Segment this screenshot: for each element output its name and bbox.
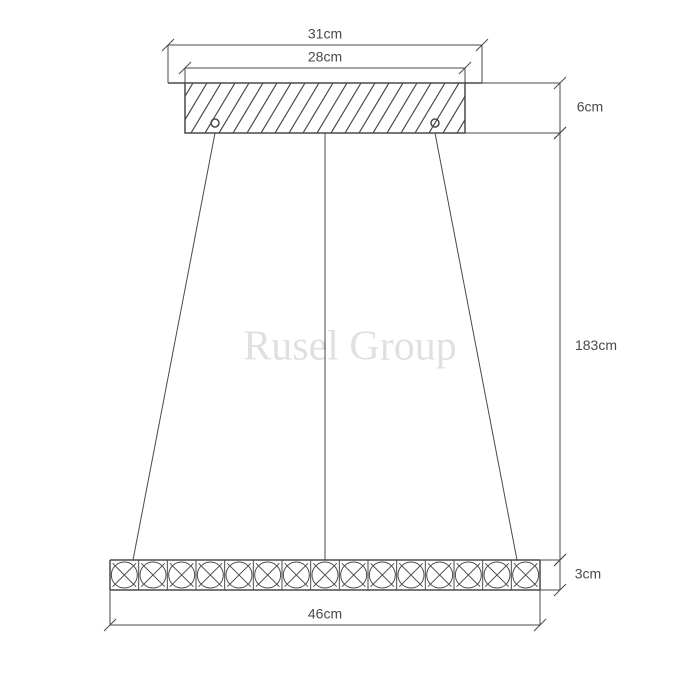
svg-text:183cm: 183cm (575, 337, 617, 353)
dimension: 28cm (185, 49, 465, 83)
dimension-drawing: 31cm 28cm 6cm 183cm 3cm 46cm Rusel Group (0, 0, 700, 700)
svg-text:28cm: 28cm (308, 49, 342, 65)
crystal-ring (110, 560, 540, 590)
svg-text:3cm: 3cm (575, 566, 601, 582)
dimension: 183cm (465, 133, 617, 560)
watermark-text: Rusel Group (243, 324, 457, 370)
ceiling-hatch (135, 83, 543, 133)
dimension: 3cm (540, 560, 601, 590)
dimension: 46cm (110, 590, 540, 625)
svg-text:46cm: 46cm (308, 606, 342, 622)
svg-text:31cm: 31cm (308, 26, 342, 42)
dimension: 6cm (465, 83, 603, 133)
ceiling-canopy (135, 83, 543, 133)
svg-text:6cm: 6cm (577, 99, 603, 115)
